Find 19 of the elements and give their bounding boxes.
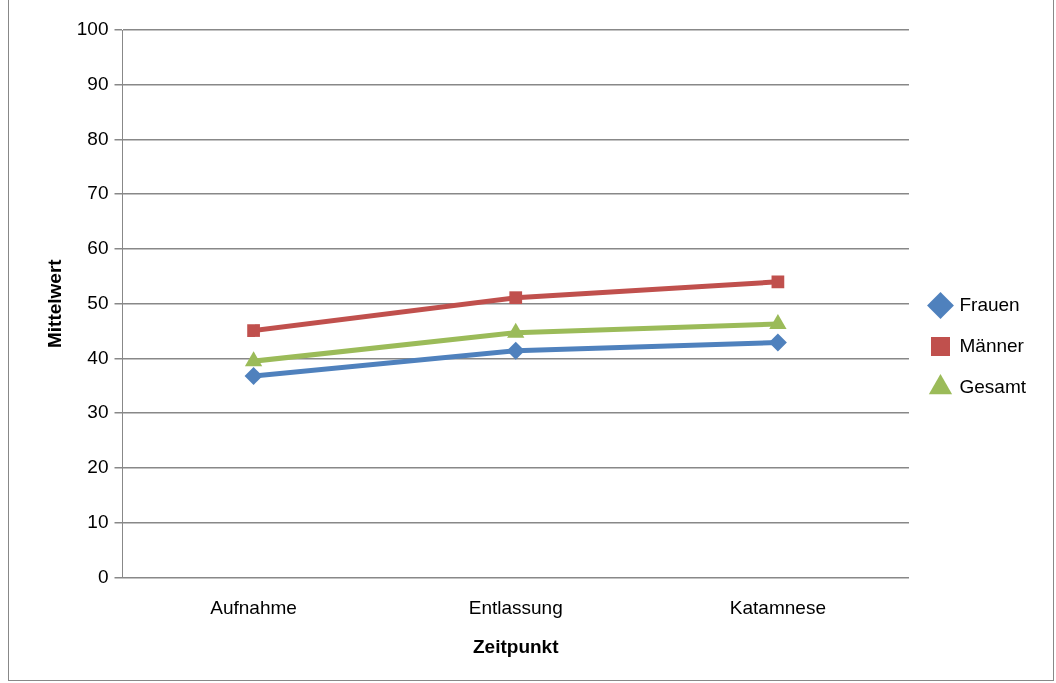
y-tick-label: 80 bbox=[87, 127, 109, 149]
y-tick-label: 100 bbox=[76, 18, 109, 40]
y-tick-label: 10 bbox=[87, 510, 109, 532]
y-tick-label: 60 bbox=[87, 237, 109, 259]
y-axis-title: Mittelwert bbox=[43, 258, 65, 349]
y-tick-label: 0 bbox=[97, 565, 109, 587]
y-tick-label: 70 bbox=[87, 182, 109, 204]
y-tick-label: 90 bbox=[87, 72, 109, 94]
legend-label: Gesamt bbox=[959, 375, 1027, 397]
y-tick-label: 40 bbox=[87, 346, 109, 368]
x-tick-label: Katamnese bbox=[729, 597, 826, 619]
x-tick-label: Entlassung bbox=[468, 597, 563, 619]
x-tick-label: Aufnahme bbox=[210, 597, 297, 619]
y-tick-label: 20 bbox=[87, 456, 109, 478]
legend-label: Männer bbox=[959, 334, 1025, 356]
y-tick-label: 50 bbox=[87, 291, 109, 313]
x-axis-title: Zeitpunkt bbox=[472, 635, 560, 657]
legend-label: Frauen bbox=[959, 293, 1020, 315]
y-tick-label: 30 bbox=[87, 401, 109, 423]
